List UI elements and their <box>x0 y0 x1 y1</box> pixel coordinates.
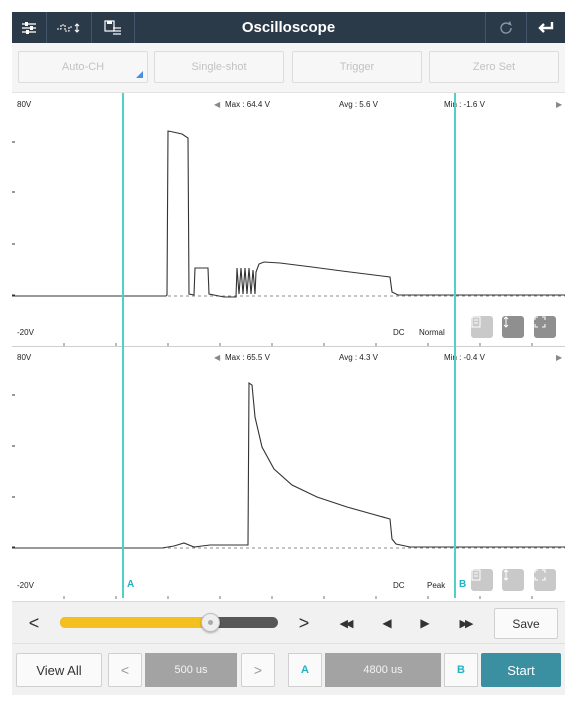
zero-set-button[interactable]: Zero Set <box>429 51 559 83</box>
channel-1-max: Max : 64.4 V <box>225 100 270 109</box>
channel-2-resize-button[interactable] <box>502 569 524 591</box>
cursor-a-label: A <box>127 579 134 590</box>
timeline-slider-fill <box>60 617 210 628</box>
cursor-b-line[interactable] <box>454 93 456 598</box>
list-icon <box>471 569 481 581</box>
mode-button-bar: Auto-CH Single-shot Trigger Zero Set <box>12 43 565 93</box>
vertical-resize-icon <box>502 316 510 328</box>
cursor-delta-display: 4800 us <box>325 653 441 687</box>
cursor-a-button[interactable]: A <box>288 653 322 687</box>
dropdown-corner-icon <box>136 71 143 78</box>
channel-2-list-button[interactable] <box>471 569 493 591</box>
toolbar-divider <box>134 12 135 43</box>
channel-2-waveform <box>12 347 565 599</box>
expand-icon <box>534 569 546 581</box>
channel-2-max: Max : 65.5 V <box>225 353 270 362</box>
channel-2-scale-top: 80V <box>17 353 31 362</box>
fast-forward-button[interactable]: ▶▶ <box>450 602 480 644</box>
stats-right-arrow-icon[interactable]: ▶ <box>556 353 562 362</box>
channel-2-scale-bottom: -20V <box>17 581 34 590</box>
view-all-button[interactable]: View All <box>16 653 102 687</box>
save-list-icon[interactable] <box>92 12 134 43</box>
back-return-icon[interactable] <box>527 12 565 43</box>
channel-1-expand-button[interactable] <box>534 316 556 338</box>
channel-2-avg: Avg : 4.3 V <box>339 353 378 362</box>
top-bar: Oscilloscope <box>12 12 565 43</box>
save-button[interactable]: Save <box>494 608 558 639</box>
channel-2-panel[interactable]: 80V ◀ Max : 65.5 V Avg : 4.3 V Min : -0.… <box>12 347 565 599</box>
step-back-button[interactable]: ◀ <box>374 602 400 644</box>
next-button[interactable]: > <box>292 602 316 644</box>
auto-ch-button[interactable]: Auto-CH <box>18 51 148 83</box>
stats-right-arrow-icon[interactable]: ▶ <box>556 100 562 109</box>
channel-2-coupling: DC <box>393 581 405 590</box>
single-shot-button[interactable]: Single-shot <box>154 51 284 83</box>
channel-1-waveform <box>12 94 565 346</box>
channel-1-resize-button[interactable] <box>502 316 524 338</box>
expand-icon <box>534 316 546 328</box>
start-button[interactable]: Start <box>481 653 561 687</box>
channel-1-scale-top: 80V <box>17 100 31 109</box>
time-next-button[interactable]: > <box>241 653 275 687</box>
bottom-control-bar: View All < 500 us > A 4800 us B Start <box>12 643 565 695</box>
knob-dot <box>208 620 213 625</box>
channel-2-expand-button[interactable] <box>534 569 556 591</box>
timeline-slider[interactable] <box>60 617 278 628</box>
rewind-button[interactable]: ◀◀ <box>330 602 360 644</box>
channel-2-mode: Peak <box>427 581 445 590</box>
timeline-slider-knob[interactable] <box>201 613 220 632</box>
channel-1-panel[interactable]: 80V ◀ Max : 64.4 V Avg : 5.6 V Min : -1.… <box>12 94 565 346</box>
cursor-b-button[interactable]: B <box>444 653 478 687</box>
vertical-resize-icon <box>502 569 510 581</box>
time-prev-button[interactable]: < <box>108 653 142 687</box>
playback-bar: < > ◀◀ ◀ ▶ ▶▶ Save <box>12 601 565 643</box>
channel-1-scale-bottom: -20V <box>17 328 34 337</box>
cursor-a-line[interactable] <box>122 93 124 598</box>
channel-1-min: Min : -1.6 V <box>444 100 485 109</box>
channel-1-mode: Normal <box>419 328 445 337</box>
time-base-display: 500 us <box>145 653 237 687</box>
channel-1-list-button[interactable] <box>471 316 493 338</box>
refresh-icon[interactable] <box>486 12 526 43</box>
settings-sliders-icon[interactable] <box>12 12 46 43</box>
stats-left-arrow-icon[interactable]: ◀ <box>214 353 220 362</box>
cursor-b-label: B <box>459 579 466 590</box>
step-forward-button[interactable]: ▶ <box>412 602 438 644</box>
channel-1-avg: Avg : 5.6 V <box>339 100 378 109</box>
waveform-adjust-icon[interactable] <box>47 12 91 43</box>
trigger-button[interactable]: Trigger <box>292 51 422 83</box>
prev-button[interactable]: < <box>20 602 48 644</box>
stats-left-arrow-icon[interactable]: ◀ <box>214 100 220 109</box>
channel-2-min: Min : -0.4 V <box>444 353 485 362</box>
channel-1-coupling: DC <box>393 328 405 337</box>
list-icon <box>471 316 481 328</box>
auto-ch-label: Auto-CH <box>62 61 104 73</box>
